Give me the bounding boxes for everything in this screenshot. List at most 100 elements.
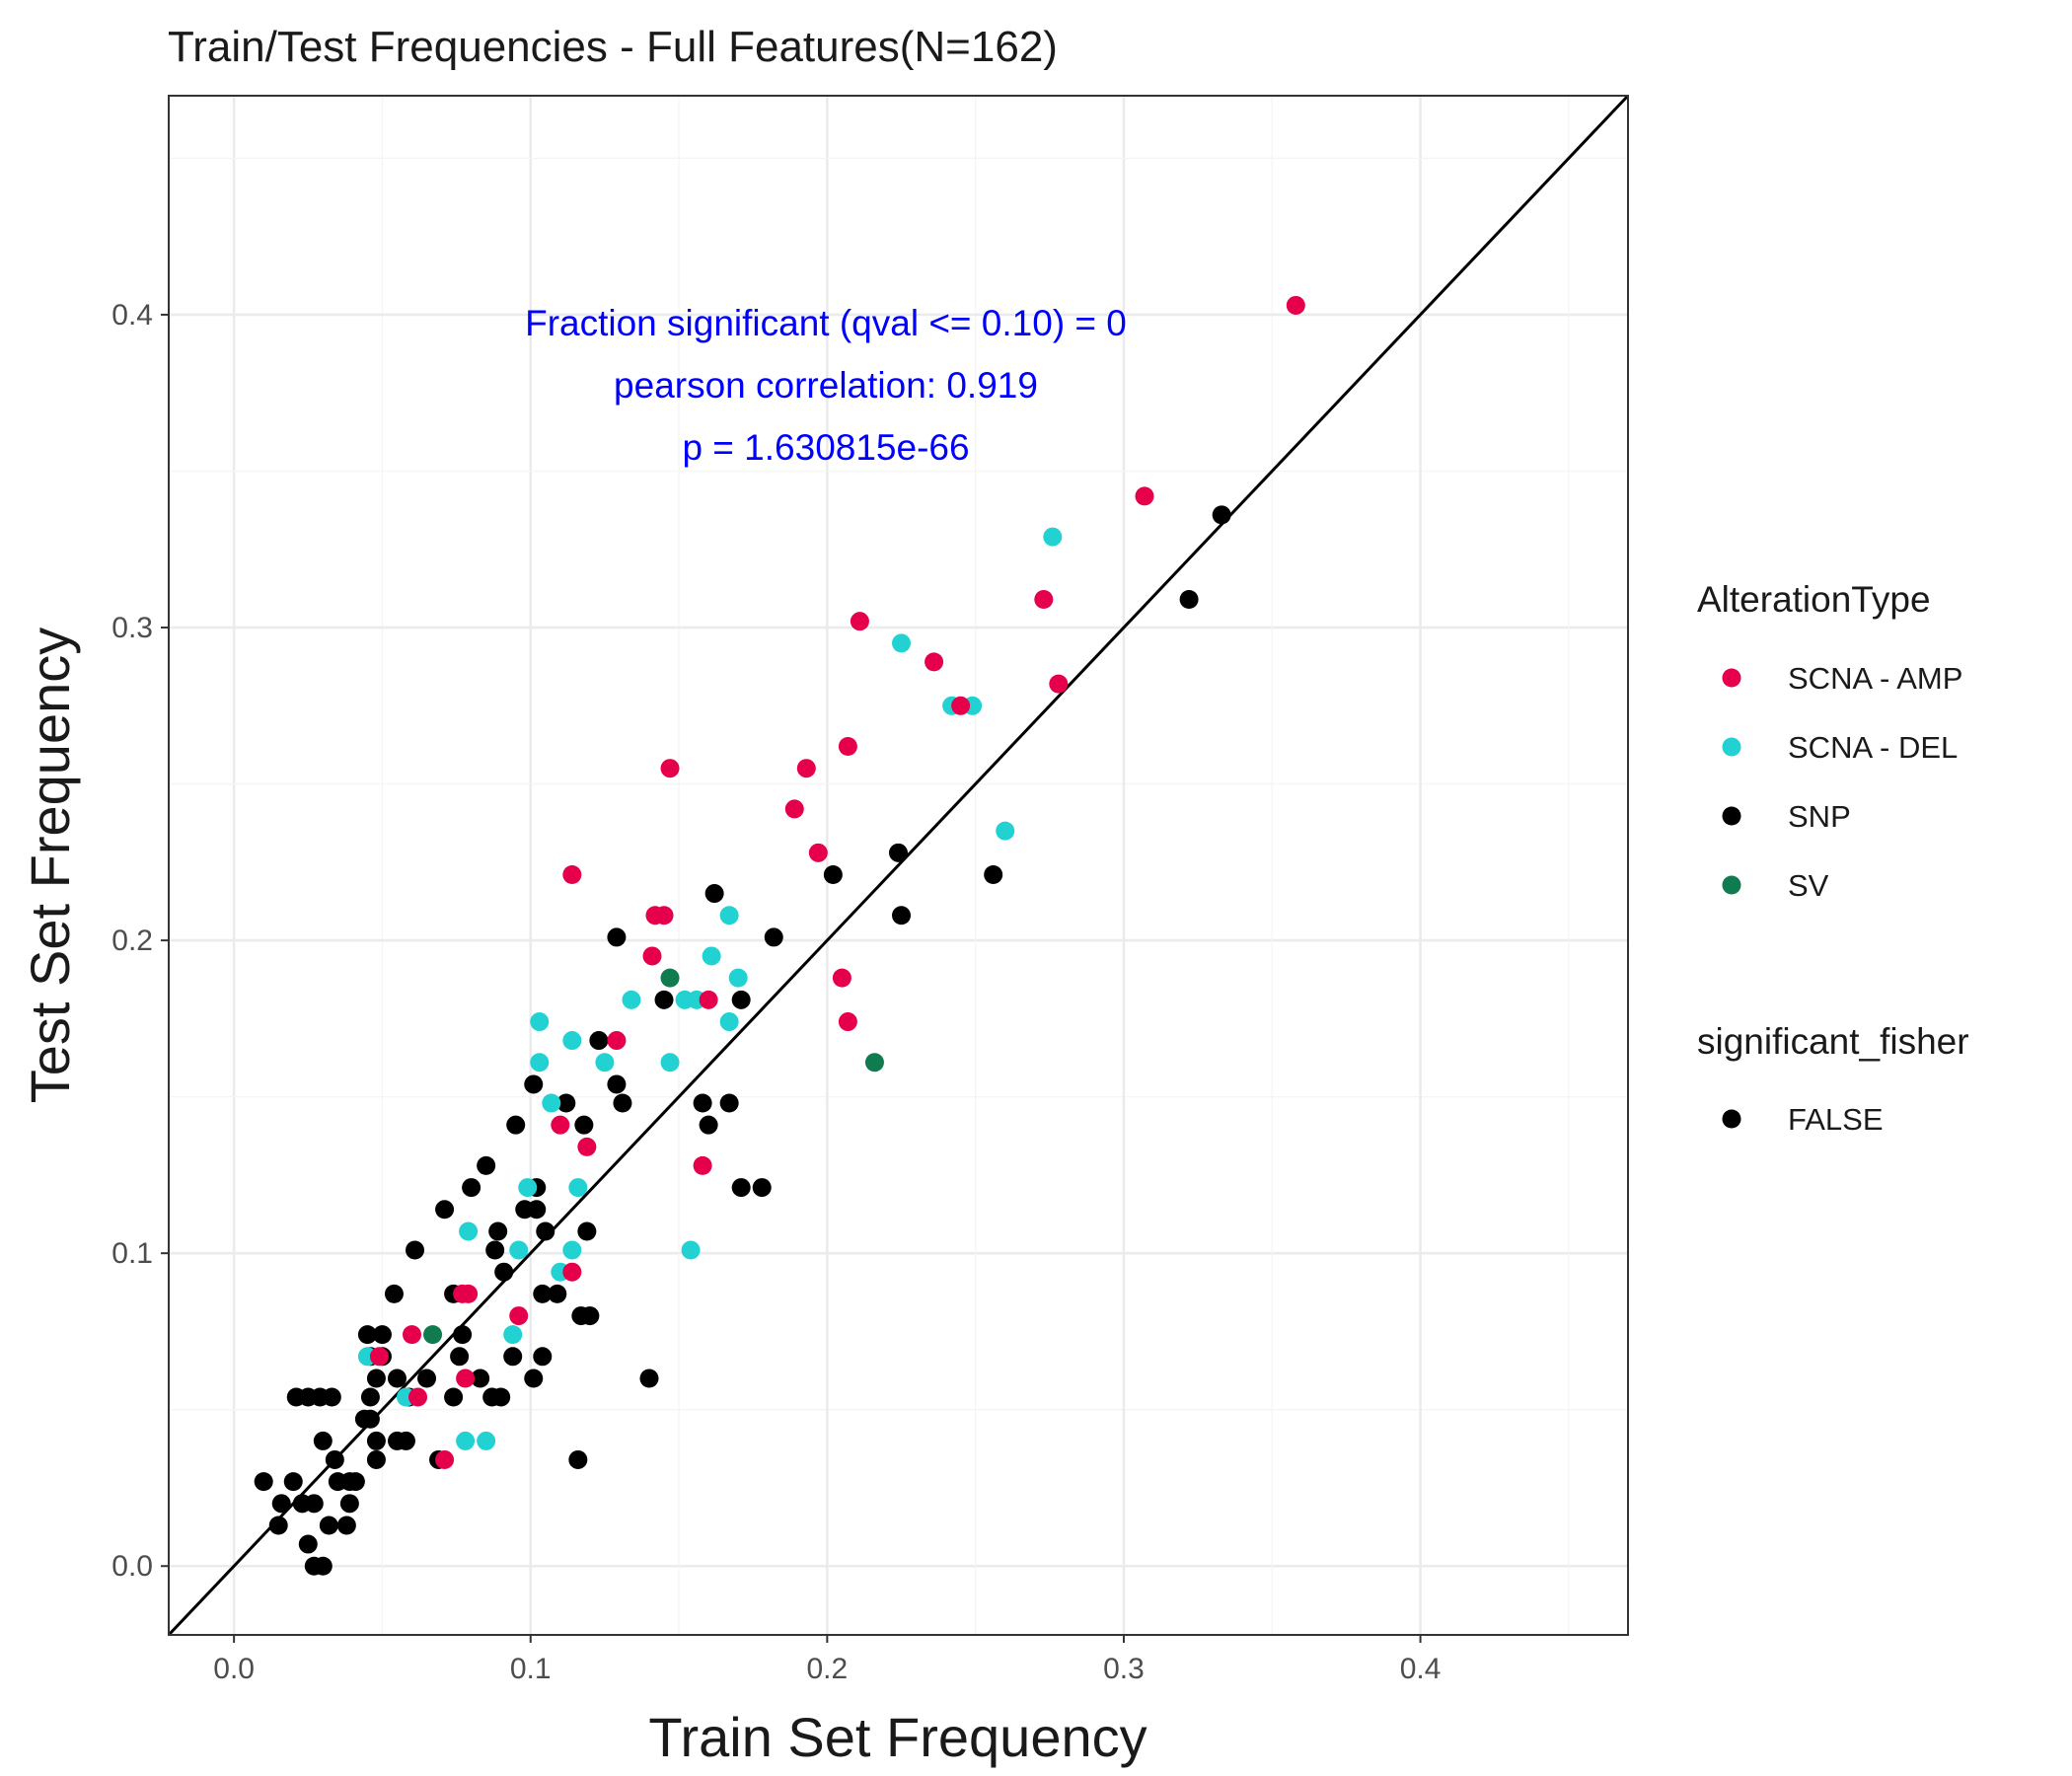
point-snp <box>548 1285 566 1303</box>
point-scna-amp <box>809 844 828 862</box>
point-snp <box>580 1306 599 1325</box>
point-snp <box>367 1432 386 1450</box>
y-tick-label: 0.4 <box>111 299 153 332</box>
legend-key-scna-del <box>1723 738 1741 757</box>
point-snp <box>705 884 724 903</box>
point-snp <box>485 1241 504 1260</box>
legend-label-scna-del: SCNA - DEL <box>1788 730 1958 765</box>
point-snp <box>435 1200 454 1219</box>
point-snp <box>577 1221 596 1240</box>
legend-color-title: AlterationType <box>1697 579 1931 620</box>
point-snp <box>284 1472 303 1491</box>
point-snp <box>385 1285 404 1303</box>
point-scna-amp <box>370 1347 389 1366</box>
point-scna-del <box>503 1325 522 1344</box>
point-snp <box>765 927 783 946</box>
point-scna-del <box>682 1241 701 1260</box>
point-snp <box>589 1031 608 1050</box>
point-snp <box>984 865 1002 884</box>
point-scna-del <box>720 906 739 925</box>
point-snp <box>824 865 843 884</box>
point-scna-del <box>892 633 911 652</box>
point-snp <box>491 1388 510 1407</box>
point-scna-del <box>509 1241 528 1260</box>
point-snp <box>388 1369 407 1388</box>
point-scna-amp <box>562 865 581 884</box>
point-snp <box>299 1535 318 1554</box>
point-sv <box>423 1325 442 1344</box>
point-scna-amp <box>551 1116 569 1135</box>
point-scna-amp <box>577 1138 596 1156</box>
point-snp <box>527 1200 546 1219</box>
point-snp <box>503 1347 522 1366</box>
point-snp <box>361 1388 380 1407</box>
point-scna-del <box>530 1012 549 1031</box>
point-scna-del <box>996 822 1014 841</box>
point-snp <box>607 1074 626 1093</box>
point-snp <box>272 1494 291 1513</box>
point-snp <box>700 1116 718 1135</box>
point-snp <box>255 1472 273 1491</box>
point-snp <box>314 1557 333 1576</box>
point-snp <box>524 1074 543 1093</box>
annotation-p-value: p = 1.630815e-66 <box>682 427 969 468</box>
point-scna-del <box>530 1053 549 1072</box>
x-tick-label: 0.2 <box>806 1653 848 1685</box>
point-snp <box>314 1432 333 1450</box>
point-scna-amp <box>797 759 816 777</box>
point-scna-amp <box>851 612 869 630</box>
point-snp <box>892 906 911 925</box>
annotation-pearson-correlation: pearson correlation: 0.919 <box>614 365 1038 406</box>
legend-key-snp <box>1723 807 1741 826</box>
point-snp <box>720 1093 739 1112</box>
point-scna-amp <box>435 1450 454 1469</box>
legend-shape-entries: FALSE <box>1723 1102 1884 1137</box>
point-scna-del <box>459 1221 478 1240</box>
x-axis-title: Train Set Frequency <box>648 1706 1147 1768</box>
y-tick-label: 0.1 <box>111 1237 153 1270</box>
point-scna-del <box>562 1241 581 1260</box>
point-scna-amp <box>839 737 857 756</box>
point-scna-amp <box>661 759 680 777</box>
point-scna-amp <box>785 799 804 818</box>
point-snp <box>607 927 626 946</box>
point-snp <box>337 1517 356 1535</box>
point-snp <box>326 1450 344 1469</box>
point-snp <box>453 1325 472 1344</box>
point-snp <box>488 1221 507 1240</box>
point-scna-del <box>729 969 748 988</box>
legend-label-scna-amp: SCNA - AMP <box>1788 661 1962 696</box>
point-scna-amp <box>1136 486 1154 505</box>
point-snp <box>367 1450 386 1469</box>
point-scna-amp <box>839 1012 857 1031</box>
point-snp <box>406 1241 424 1260</box>
point-scna-amp <box>607 1031 626 1050</box>
point-snp <box>694 1093 712 1112</box>
point-scna-amp <box>642 946 661 965</box>
point-snp <box>361 1410 380 1429</box>
y-tick-label: 0.2 <box>111 925 153 957</box>
y-axis-title: Test Set Frequency <box>19 628 81 1103</box>
point-snp <box>417 1369 436 1388</box>
point-scna-amp <box>1049 675 1068 694</box>
point-scna-amp <box>456 1369 475 1388</box>
point-snp <box>536 1221 555 1240</box>
point-snp <box>346 1472 365 1491</box>
x-tick-label: 0.0 <box>213 1653 255 1685</box>
point-snp <box>397 1432 415 1450</box>
point-scna-amp <box>1034 590 1053 609</box>
x-axis-ticks: 0.0 0.1 0.2 0.3 0.4 <box>213 1635 1441 1685</box>
point-snp <box>655 991 674 1009</box>
legend-key-sv <box>1723 876 1741 895</box>
point-snp <box>373 1325 392 1344</box>
point-snp <box>320 1517 338 1535</box>
point-scna-amp <box>694 1156 712 1175</box>
legend-label-sv: SV <box>1788 868 1829 903</box>
point-scna-del <box>477 1432 495 1450</box>
point-snp <box>753 1178 772 1197</box>
point-scna-amp <box>562 1263 581 1282</box>
x-tick-label: 0.1 <box>510 1653 552 1685</box>
legend-label-false: FALSE <box>1788 1102 1884 1137</box>
point-scna-amp <box>509 1306 528 1325</box>
